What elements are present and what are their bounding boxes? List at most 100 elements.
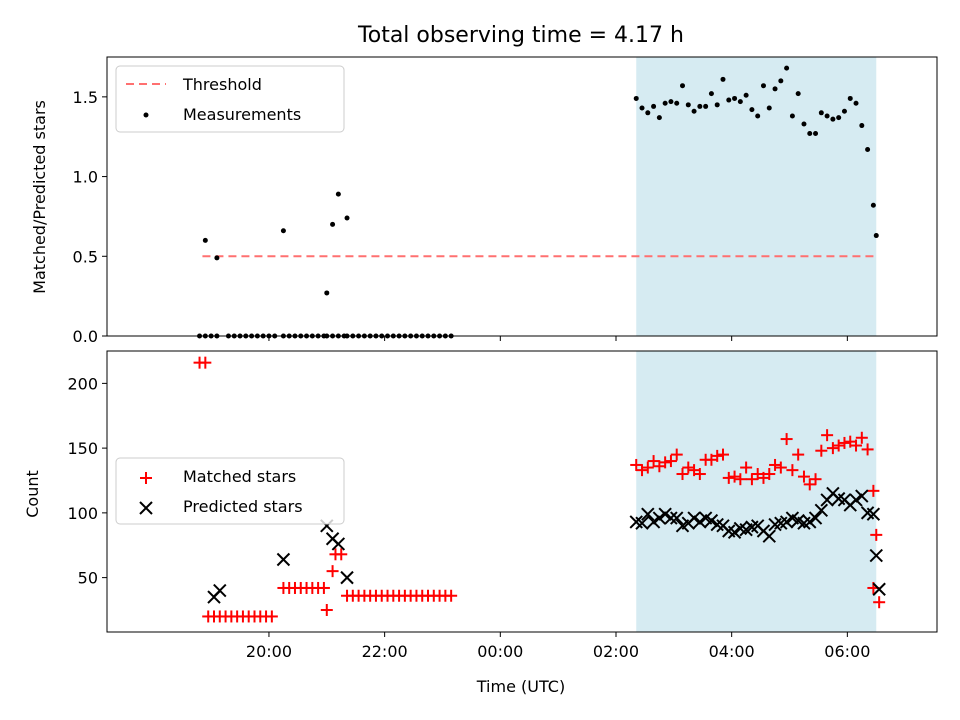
matched-point xyxy=(797,470,810,483)
measurement-point xyxy=(749,107,755,113)
matched-point xyxy=(780,433,793,446)
measurement-point xyxy=(801,121,807,127)
bottom-xtick-label: 22:00 xyxy=(362,642,408,661)
predicted-point xyxy=(276,552,291,567)
predicted-point xyxy=(849,493,863,507)
matched-point xyxy=(320,603,333,616)
measurement-point xyxy=(847,95,853,101)
matched-point xyxy=(809,473,822,486)
measurement-point xyxy=(818,110,824,116)
measurement-point xyxy=(865,146,871,152)
measurement-point xyxy=(841,108,847,114)
predicted-point xyxy=(869,548,883,563)
measurement-point xyxy=(639,105,645,111)
measurement-point xyxy=(703,103,709,109)
measurement-point xyxy=(772,86,778,92)
bottom-yticks: 50 100 150 200 xyxy=(67,374,107,588)
matched-point xyxy=(870,528,883,541)
matched-point xyxy=(769,458,782,471)
figure-title: Total observing time = 4.17 h xyxy=(357,23,684,48)
matched-point xyxy=(873,596,886,609)
measurement-point xyxy=(708,91,714,97)
matched-point xyxy=(815,444,828,457)
measurement-point xyxy=(330,221,336,227)
matched-point xyxy=(803,478,816,491)
measurement-point xyxy=(680,83,686,89)
predicted-point xyxy=(646,515,661,529)
top-axes-frame xyxy=(106,56,938,337)
measurement-point xyxy=(202,237,208,243)
matched-point xyxy=(670,448,683,461)
predicted-point xyxy=(340,570,354,585)
bottom-ytick-label: 200 xyxy=(67,374,98,393)
matched-point xyxy=(792,448,805,461)
matched-point xyxy=(445,589,458,602)
predicted-point xyxy=(803,515,817,529)
matched-point xyxy=(693,468,706,481)
predicted-point xyxy=(808,511,823,525)
predicted-point xyxy=(641,507,655,521)
matched-point xyxy=(855,431,868,444)
measurement-point xyxy=(766,105,772,111)
predicted-point xyxy=(704,513,719,528)
matched-point xyxy=(722,471,735,484)
predicted-point xyxy=(658,507,672,521)
measurement-point xyxy=(760,83,766,89)
measurement-point xyxy=(732,95,738,101)
top-ytick-label: 0.0 xyxy=(73,327,98,346)
matched-point xyxy=(636,464,649,477)
matched-point xyxy=(647,455,660,468)
bottom-xtick-label: 00:00 xyxy=(477,642,523,661)
predicted-point xyxy=(693,515,707,529)
predicted-point xyxy=(779,515,794,529)
matched-point xyxy=(861,443,874,456)
matched-point xyxy=(745,473,758,486)
matched-point xyxy=(728,470,741,483)
measurement-point xyxy=(633,95,639,101)
predicted-legend-label: Predicted stars xyxy=(183,497,303,516)
matched-point xyxy=(740,461,753,474)
bottom-ylabel: Count xyxy=(23,470,42,518)
bottom-axes-frame xyxy=(106,350,938,633)
top-shaded-interval xyxy=(636,57,877,336)
top-ylabel: Matched/Predicted stars xyxy=(30,100,49,294)
predicted-point xyxy=(331,537,346,551)
measurement-point xyxy=(873,233,879,239)
predicted-point xyxy=(814,503,829,517)
matched-point xyxy=(774,461,787,474)
measurements-legend-label: Measurements xyxy=(183,105,301,124)
measurement-point xyxy=(656,115,662,121)
predicted-point xyxy=(855,489,869,503)
bottom-ytick-label: 50 xyxy=(78,569,98,588)
predicted-point xyxy=(635,516,649,530)
top-ytick-label: 0.5 xyxy=(73,247,98,266)
measurement-point xyxy=(813,131,819,137)
bottom-xtick-label: 02:00 xyxy=(593,642,639,661)
matched-point xyxy=(659,456,672,469)
matched-point xyxy=(826,442,839,455)
matched-point xyxy=(682,461,695,474)
top-panel: 0.0 0.5 1.0 1.5 Matched/Predicted stars Thr… xyxy=(30,56,938,346)
top-legend-box xyxy=(115,65,345,133)
top-ytick-label: 1.0 xyxy=(73,168,98,187)
predicted-point xyxy=(652,511,667,525)
predicted-point xyxy=(866,507,881,521)
matched-point xyxy=(716,448,729,461)
matched-point xyxy=(867,484,880,497)
matched-point xyxy=(641,461,654,474)
measurement-point xyxy=(668,99,674,105)
bottom-ytick-label: 150 xyxy=(67,439,98,458)
measurement-point xyxy=(674,100,680,106)
measurement-point xyxy=(662,100,668,106)
bottom-xtick-label: 06:00 xyxy=(824,642,870,661)
measurement-point xyxy=(743,92,749,98)
measurement-point xyxy=(697,103,703,109)
measurement-point xyxy=(778,78,784,84)
top-marks xyxy=(197,65,879,339)
bottom-legend: Matched stars Predicted stars xyxy=(115,457,345,525)
bottom-panel: 50 100 150 200 20:00 22:00 00:00 02:00 04:00 06:… xyxy=(23,350,938,696)
measurement-point xyxy=(795,91,801,97)
measurement-point xyxy=(830,116,836,122)
top-yticks: 0.0 0.5 1.0 1.5 xyxy=(73,88,107,346)
